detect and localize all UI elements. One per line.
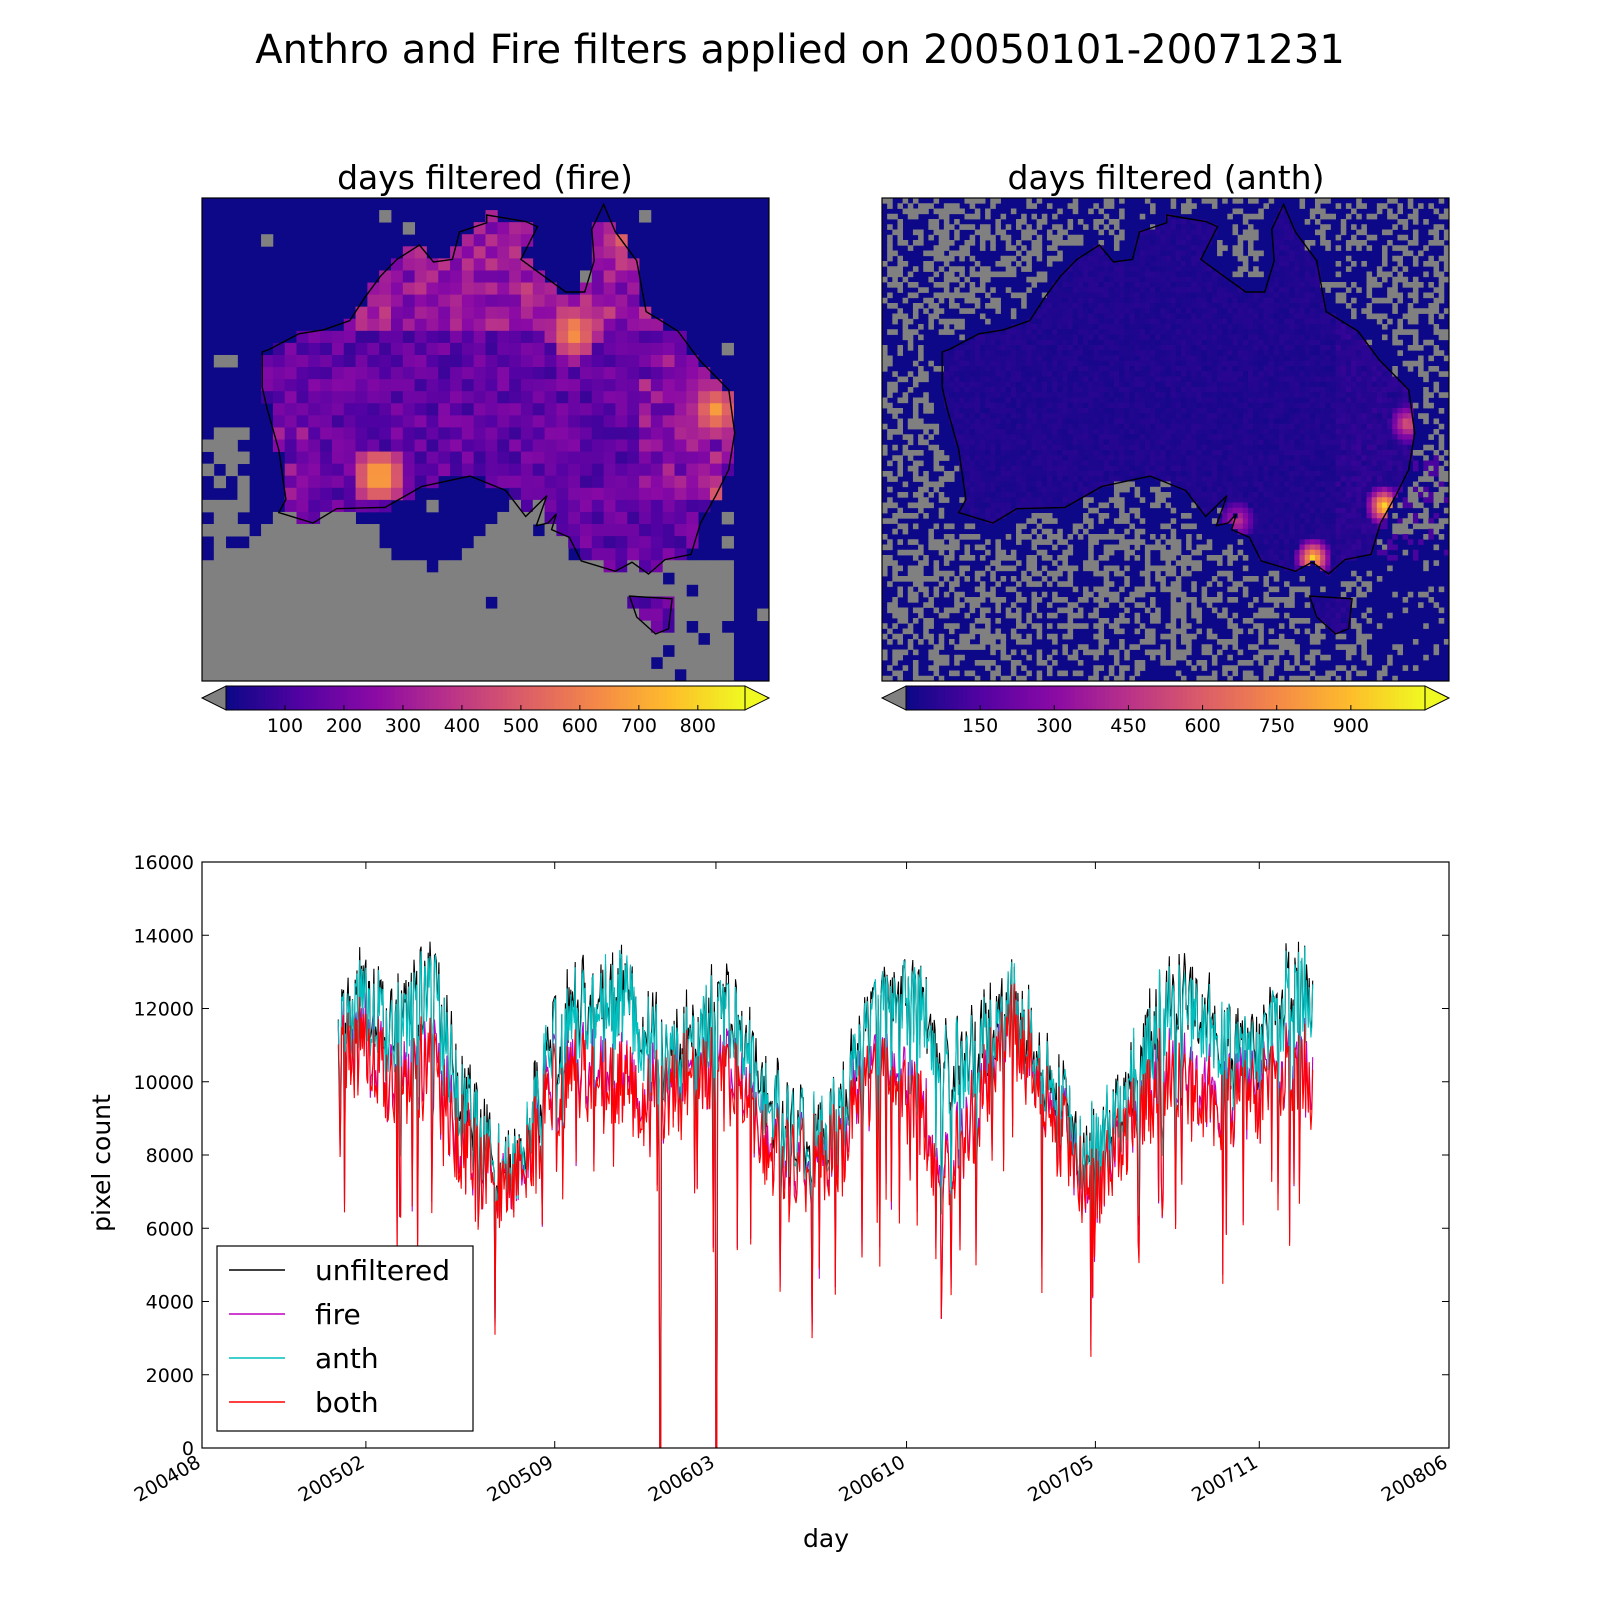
y-tick-label: 2000 [146, 1365, 194, 1387]
y-tick-label: 14000 [134, 925, 194, 947]
cbar-anth-tick-label: 750 [1259, 715, 1295, 737]
x-tick-label: 200711 [1188, 1451, 1262, 1506]
y-tick-label: 16000 [134, 852, 194, 874]
x-tick-label: 200610 [835, 1451, 909, 1506]
legend-label-unfiltered: unfiltered [315, 1254, 450, 1287]
figure-title: Anthro and Fire filters applied on 20050… [255, 27, 1345, 73]
map-anth-panel [881, 197, 1450, 682]
cbar-fire-tick-label: 200 [326, 715, 362, 737]
legend-label-both: both [315, 1386, 379, 1419]
legend-box [216, 1245, 474, 1432]
cbar-anth-tick-label: 900 [1333, 715, 1369, 737]
y-axis-label: pixel count [87, 1094, 116, 1232]
x-tick-label: 200509 [483, 1451, 557, 1506]
cbar-fire-tick-label: 100 [267, 715, 303, 737]
y-tick-label: 6000 [146, 1218, 194, 1240]
x-tick-label: 200603 [645, 1451, 719, 1506]
legend-label-fire: fire [315, 1298, 361, 1331]
y-tick-label: 8000 [146, 1145, 194, 1167]
map-fire-panel [201, 197, 770, 682]
cbar-fire-tick-label: 700 [621, 715, 657, 737]
x-tick-label: 200705 [1024, 1451, 1098, 1506]
y-tick-label: 4000 [146, 1292, 194, 1314]
cbar-fire-tick-label: 300 [385, 715, 421, 737]
timeseries-plot: 0 2000 4000 6000 8000 10000 12000 14000 16000 200… [131, 852, 1452, 1507]
cbar-fire-tick-label: 400 [444, 715, 480, 737]
map-fire-title: days filtered (fire) [337, 158, 633, 197]
cbar-anth-tick-label: 600 [1184, 715, 1220, 737]
map-anth-colorbar: 150 300 450 600 750 900 [880, 685, 1451, 737]
cbar-fire-tick-label: 800 [680, 715, 716, 737]
x-tick-label: 200408 [131, 1451, 205, 1506]
series-line-both [337, 983, 1314, 1449]
legend-label-anth: anth [315, 1342, 379, 1375]
cbar-fire-tick-label: 600 [562, 715, 598, 737]
map-fire-colorbar: 100 200 300 400 500 600 700 800 [200, 685, 771, 737]
y-tick-label: 12000 [134, 999, 194, 1021]
y-tick-label: 0 [182, 1438, 194, 1460]
cbar-anth-tick-label: 450 [1110, 715, 1146, 737]
x-axis-label: day [803, 1524, 849, 1553]
map-anth-title: days filtered (anth) [1008, 158, 1325, 197]
y-tick-label: 10000 [134, 1072, 194, 1094]
cbar-anth-tick-label: 150 [962, 715, 998, 737]
x-tick-label: 200502 [295, 1451, 369, 1506]
cbar-anth-tick-label: 300 [1036, 715, 1072, 737]
cbar-fire-tick-label: 500 [503, 715, 539, 737]
x-tick-label: 200806 [1378, 1451, 1452, 1506]
